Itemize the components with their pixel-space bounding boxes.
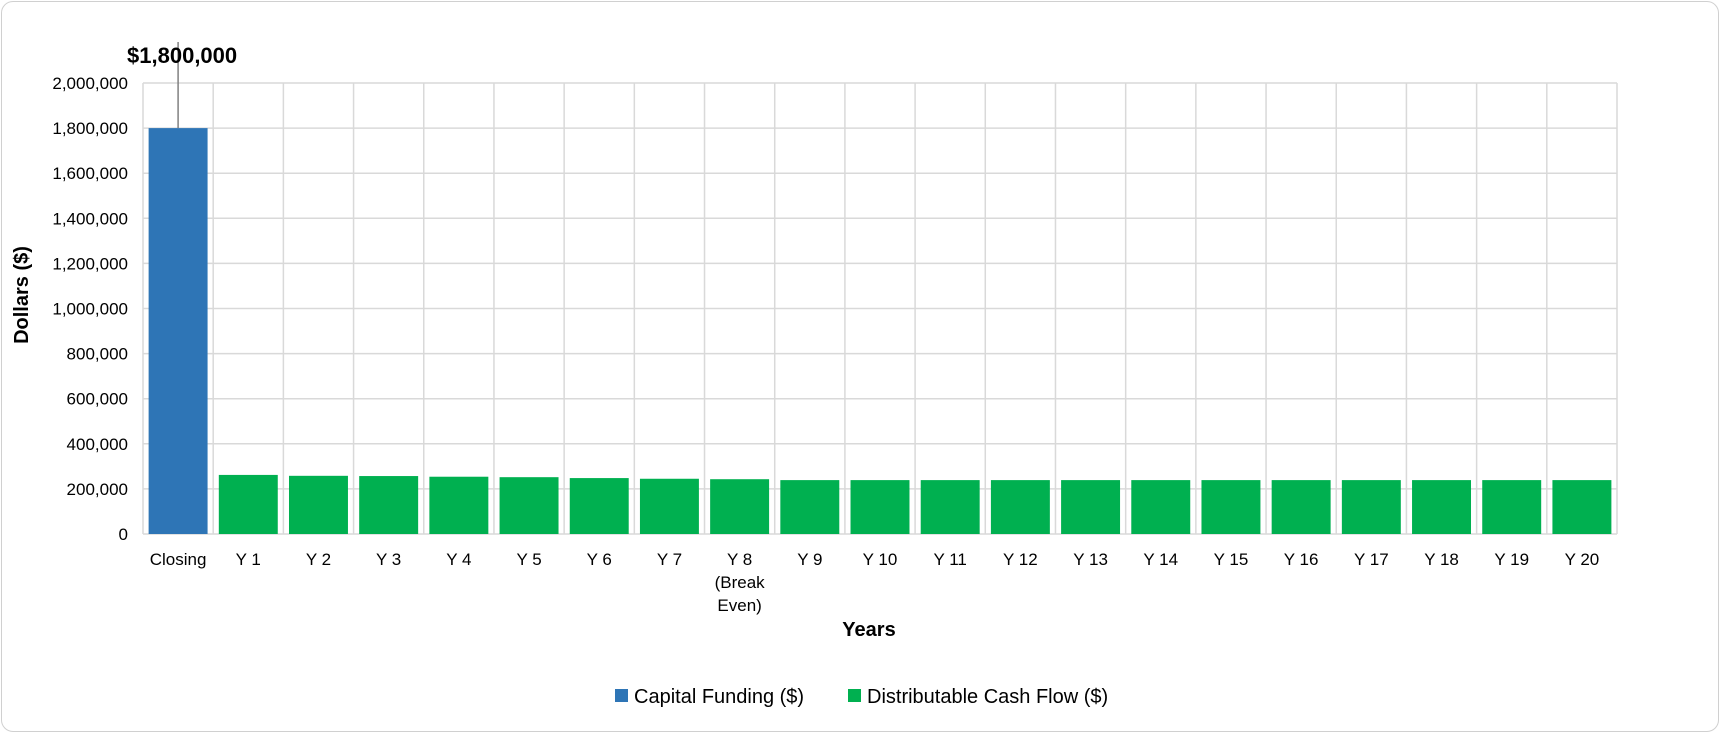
x-tick-label: Closing [150, 550, 207, 569]
x-tick-label: Y 3 [376, 550, 401, 569]
annotations: $1,800,000 [127, 42, 237, 129]
x-tick-label: Y 18 [1424, 550, 1459, 569]
y-tick-label: 800,000 [67, 345, 128, 364]
y-tick-labels: 0 200,000 400,000 600,000 800,000 1,000,000 1,… [52, 74, 128, 544]
legend-label: Capital Funding ($) [634, 686, 804, 708]
bar-capital-funding [148, 128, 208, 534]
legend-item-distributable-cash-flow: Distributable Cash Flow ($) [848, 686, 1108, 708]
y-tick-label: 1,000,000 [52, 300, 128, 319]
x-tick-label: Y 5 [516, 550, 541, 569]
bar-distributable-cash-flow [218, 474, 278, 534]
legend-swatch [615, 689, 628, 702]
x-tick-label: Y 19 [1494, 550, 1529, 569]
bar-distributable-cash-flow [499, 477, 559, 534]
y-tick-label: 1,200,000 [52, 254, 128, 273]
y-tick-label: 1,400,000 [52, 209, 128, 228]
bar-distributable-cash-flow [1482, 480, 1542, 534]
x-tick-label: Y 16 [1284, 550, 1319, 569]
bar-distributable-cash-flow [990, 480, 1050, 534]
x-axis-title: Years [842, 619, 895, 641]
bar-distributable-cash-flow [359, 476, 419, 534]
data-label-capital-funding: $1,800,000 [127, 43, 237, 68]
x-tick-label: Y 10 [863, 550, 898, 569]
bar-distributable-cash-flow [429, 476, 489, 534]
bar-distributable-cash-flow [780, 480, 840, 534]
x-tick-label: Y 1 [236, 550, 261, 569]
bar-distributable-cash-flow [1201, 480, 1261, 534]
y-tick-label: 0 [119, 525, 128, 544]
legend: Capital Funding ($) Distributable Cash Fl… [615, 686, 1108, 708]
bar-distributable-cash-flow [850, 480, 910, 534]
bar-distributable-cash-flow [920, 480, 980, 534]
legend-label: Distributable Cash Flow ($) [867, 686, 1108, 708]
x-tick-label: Y 7 [657, 550, 682, 569]
bar-distributable-cash-flow [569, 478, 629, 534]
x-tick-label: Y 11 [933, 550, 966, 569]
bar-distributable-cash-flow [1341, 480, 1401, 534]
bar-distributable-cash-flow [639, 478, 699, 534]
x-tick-label: Y 20 [1565, 550, 1600, 569]
legend-item-capital-funding: Capital Funding ($) [615, 686, 804, 708]
y-tick-label: 200,000 [67, 480, 128, 499]
x-tick-label: Y 17 [1354, 550, 1389, 569]
bar-distributable-cash-flow [1552, 480, 1612, 534]
x-tick-label: Y 14 [1143, 550, 1178, 569]
bar-distributable-cash-flow [288, 475, 348, 534]
y-tick-label: 400,000 [67, 435, 128, 454]
x-tick-label: Y 8 [727, 550, 752, 569]
bars [148, 128, 1612, 534]
y-tick-label: 600,000 [67, 390, 128, 409]
y-tick-label: 1,600,000 [52, 164, 128, 183]
x-tick-label: Y 12 [1003, 550, 1038, 569]
x-tick-label: Even) [717, 596, 761, 615]
gridlines [142, 82, 1618, 535]
y-axis-title: Dollars ($) [11, 246, 33, 344]
x-tick-labels: Closing Y 1 Y 2 Y 3 Y 4 Y 5 Y 6 Y 7 Y 8 (Break Eve… [150, 550, 1599, 615]
x-tick-label: Y 2 [306, 550, 331, 569]
y-tick-label: 2,000,000 [52, 74, 128, 93]
y-tick-label: 1,800,000 [52, 119, 128, 138]
bar-distributable-cash-flow [1061, 480, 1121, 534]
bar-distributable-cash-flow [1271, 480, 1331, 534]
x-tick-label: Y 13 [1073, 550, 1108, 569]
legend-swatch [848, 689, 861, 702]
x-tick-label: Y 4 [446, 550, 471, 569]
x-tick-label: Y 15 [1214, 550, 1249, 569]
x-tick-label: Y 6 [587, 550, 612, 569]
bar-distributable-cash-flow [1412, 480, 1472, 534]
x-tick-label: Y 9 [797, 550, 822, 569]
x-tick-label: (Break [715, 573, 766, 592]
bar-distributable-cash-flow [710, 479, 770, 534]
bar-distributable-cash-flow [1131, 480, 1191, 534]
